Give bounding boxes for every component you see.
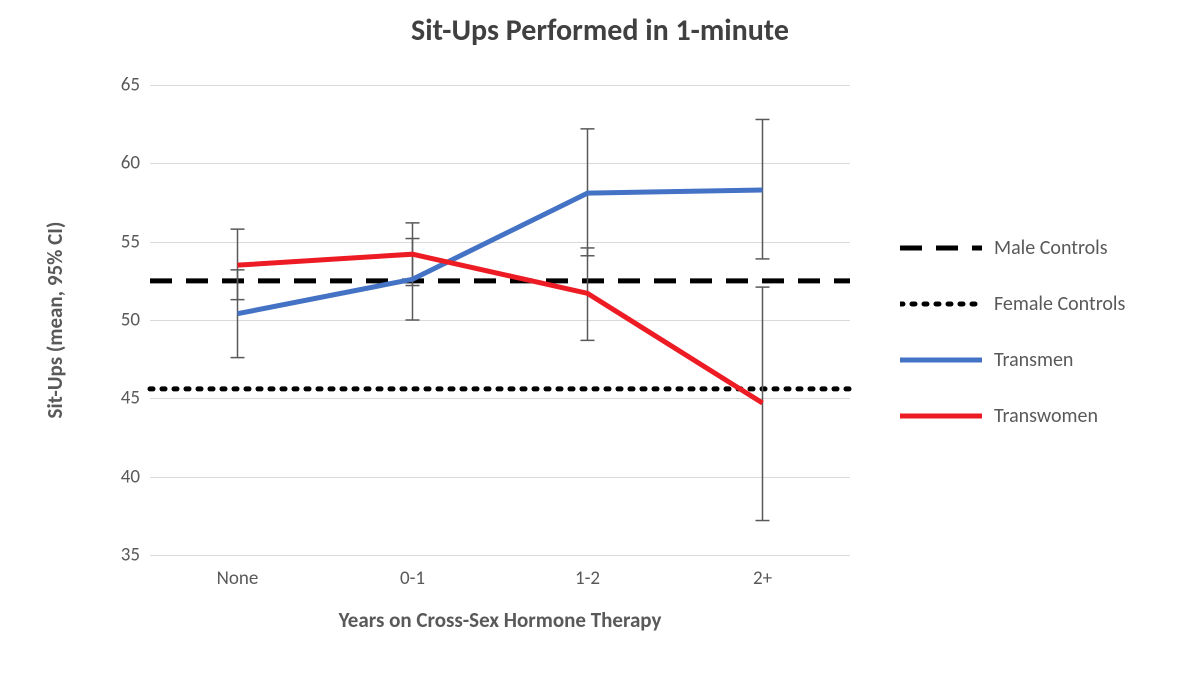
x-tick-label: 1-2: [575, 567, 600, 590]
series-line: [238, 190, 763, 314]
y-tick-label: 50: [100, 309, 140, 332]
legend: Male Controls Female Controls Transmen Tran…: [900, 220, 1125, 444]
y-tick-label: 55: [100, 230, 140, 253]
y-axis-label: Sit-Ups (mean, 95% CI): [42, 222, 68, 419]
legend-label: Transwomen: [994, 404, 1098, 428]
legend-item: Transmen: [900, 332, 1125, 388]
x-tick-label: None: [217, 567, 259, 590]
legend-label: Transmen: [994, 348, 1073, 372]
legend-label: Female Controls: [994, 292, 1125, 316]
x-tick-label: 2+: [753, 567, 772, 590]
y-tick-label: 40: [100, 465, 140, 488]
legend-label: Male Controls: [994, 236, 1108, 260]
plot-area: [150, 85, 850, 555]
series-line: [238, 254, 763, 403]
legend-swatch: [900, 292, 982, 316]
y-tick-label: 35: [100, 544, 140, 567]
chart-title: Sit-Ups Performed in 1-minute: [0, 12, 1200, 49]
legend-swatch: [900, 236, 982, 260]
legend-swatch: [900, 404, 982, 428]
x-axis-label: Years on Cross-Sex Hormone Therapy: [339, 607, 662, 633]
y-tick-label: 45: [100, 387, 140, 410]
legend-swatch: [900, 348, 982, 372]
y-tick-label: 65: [100, 74, 140, 97]
gridline: [150, 555, 850, 556]
chart-container: Sit-Ups Performed in 1-minute Sit-Ups (m…: [0, 0, 1200, 682]
legend-item: Male Controls: [900, 220, 1125, 276]
chart-svg: [150, 85, 850, 555]
x-tick-label: 0-1: [400, 567, 425, 590]
legend-item: Transwomen: [900, 388, 1125, 444]
y-tick-label: 60: [100, 152, 140, 175]
legend-item: Female Controls: [900, 276, 1125, 332]
